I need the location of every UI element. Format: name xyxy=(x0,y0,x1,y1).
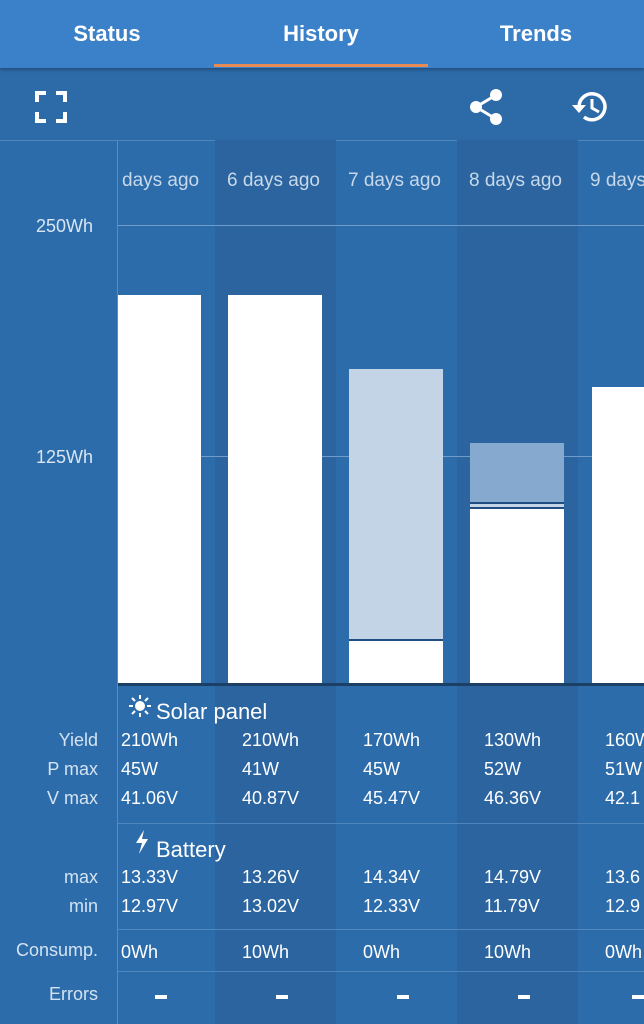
bar-float xyxy=(470,442,564,504)
battery-min-value: 12.97V xyxy=(121,896,179,916)
battery-min-value: 11.79V xyxy=(484,896,540,916)
pmax-value: 52W xyxy=(484,759,522,779)
row-label-vmax: V max xyxy=(46,788,98,808)
gridline xyxy=(118,225,644,226)
error-value xyxy=(155,995,167,999)
error-value xyxy=(518,995,530,999)
battery-min-value: 13.02V xyxy=(242,896,300,916)
bar-bulk xyxy=(592,387,644,683)
yield-value: 210Wh xyxy=(242,730,300,750)
day-label: 8 days ago xyxy=(469,170,562,191)
battery-min-value: 12.33V xyxy=(363,896,421,916)
battery-max-value: 14.34V xyxy=(363,867,421,887)
tab-status[interactable]: Status xyxy=(0,0,214,68)
row-label-errors: Errors xyxy=(49,984,98,1004)
consumption-value: 0Wh xyxy=(363,942,401,962)
battery-section-title: Battery xyxy=(156,837,226,862)
vmax-value: 40.87V xyxy=(242,788,300,808)
battery-max-value: 14.79V xyxy=(484,867,542,887)
yield-value: 130Wh xyxy=(484,730,542,750)
solar-section-title: Solar panel xyxy=(156,699,268,724)
bar-bulk xyxy=(349,638,443,683)
error-value xyxy=(632,995,644,999)
pmax-value: 45W xyxy=(121,759,159,779)
tab-label: Status xyxy=(73,21,141,46)
row-label-max: max xyxy=(63,867,98,887)
tab-history[interactable]: History xyxy=(214,0,428,68)
axis-line xyxy=(117,140,118,1024)
y-tick-label: 125Wh xyxy=(36,447,94,467)
bar-absorption xyxy=(349,368,443,641)
error-value xyxy=(276,995,288,999)
fullscreen-icon[interactable] xyxy=(34,90,68,124)
consumption-value: 0Wh xyxy=(121,942,159,962)
toolbar xyxy=(0,68,644,141)
tab-label: Trends xyxy=(499,21,573,46)
lightning-icon xyxy=(134,830,150,854)
day-label: 9 days xyxy=(590,170,644,191)
history-panel[interactable]: days ago 6 days ago 7 days ago 8 days ag… xyxy=(0,140,644,1024)
consumption-value: 0Wh xyxy=(605,942,643,962)
vmax-value: 41.06V xyxy=(121,788,179,808)
sun-icon xyxy=(128,694,152,718)
section-divider xyxy=(118,971,644,972)
yield-value: 170Wh xyxy=(363,730,421,750)
chart-baseline xyxy=(118,683,644,686)
pmax-value: 51W xyxy=(605,759,643,779)
battery-min-value: 12.9 xyxy=(605,896,641,916)
day-label: 6 days ago xyxy=(227,170,320,191)
vmax-value: 46.36V xyxy=(484,788,542,808)
section-divider xyxy=(118,823,644,824)
row-label-yield: Yield xyxy=(58,730,98,750)
tab-label: History xyxy=(283,21,359,46)
tab-trends[interactable]: Trends xyxy=(428,0,644,68)
bar-absorption xyxy=(470,501,564,510)
yield-value: 160W xyxy=(605,730,644,750)
pmax-value: 41W xyxy=(242,759,280,779)
bar-bulk xyxy=(470,507,564,683)
bar-bulk xyxy=(228,294,322,683)
pmax-value: 45W xyxy=(363,759,401,779)
history-icon[interactable] xyxy=(570,89,610,125)
section-divider xyxy=(118,929,644,930)
active-tab-indicator xyxy=(214,64,428,67)
bar-bulk xyxy=(118,294,201,683)
yield-value: 210Wh xyxy=(121,730,179,750)
row-label-pmax: P max xyxy=(47,759,98,779)
battery-max-value: 13.33V xyxy=(121,867,179,887)
vmax-value: 42.1 xyxy=(605,788,641,808)
share-icon[interactable] xyxy=(468,88,504,126)
battery-max-value: 13.6 xyxy=(605,867,641,887)
y-tick-label: 250Wh xyxy=(36,216,94,236)
consumption-value: 10Wh xyxy=(242,942,290,962)
tab-bar: Status History Trends xyxy=(0,0,644,68)
error-value xyxy=(397,995,409,999)
battery-max-value: 13.26V xyxy=(242,867,300,887)
day-label: days ago xyxy=(122,170,200,191)
row-label-min: min xyxy=(68,896,98,916)
vmax-value: 45.47V xyxy=(363,788,421,808)
day-label: 7 days ago xyxy=(348,170,441,191)
row-label-consumption: Consump. xyxy=(15,940,98,960)
consumption-value: 10Wh xyxy=(484,942,532,962)
